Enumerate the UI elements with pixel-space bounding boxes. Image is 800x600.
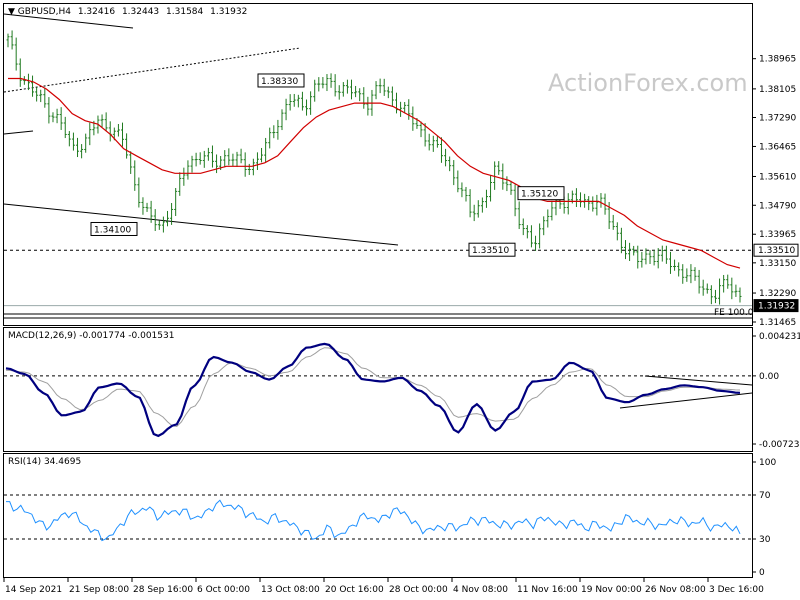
current-price-box: [753, 299, 799, 313]
annotation-text: 1.33510: [472, 246, 509, 256]
annotation-box: [468, 242, 516, 257]
x-axis-label: 13 Oct 08:00: [261, 585, 320, 595]
x-axis-label: 6 Oct 00:00: [197, 585, 250, 595]
macd-axis-label: 0.004231: [759, 332, 800, 342]
price-axis-label: 1.37290: [759, 113, 796, 123]
trendline-short-left: [3, 130, 34, 135]
annotation-text: 1.38330: [261, 77, 298, 87]
trendline-dotted-channel: [3, 47, 301, 93]
x-axis-label: 20 Oct 16:00: [325, 585, 384, 595]
price-axis-label: 1.36465: [759, 142, 796, 152]
price-axis-label: 1.31465: [759, 318, 796, 328]
rsi-panel-frame: [3, 453, 753, 578]
annotation-box: [90, 221, 138, 236]
x-axis-label: 21 Sep 08:00: [69, 585, 129, 595]
x-axis-label: 28 Sep 16:00: [133, 585, 193, 595]
dropdown-triangle-icon: ▼: [8, 7, 18, 17]
price-axis-label: 1.32290: [759, 289, 796, 299]
level-label-box: [753, 243, 799, 257]
rsi-axis-label: 100: [759, 458, 776, 468]
price-annotation-1.38330: 1.38330: [257, 73, 305, 88]
x-axis-label: 11 Nov 16:00: [517, 585, 578, 595]
current-price-label: 1.31932: [758, 302, 795, 312]
rsi-header: RSI(14) 34.4695: [8, 457, 81, 467]
macd-panel-frame: [3, 327, 753, 452]
watermark: ActionForex.com: [548, 69, 748, 97]
price-annotation-1.34100: 1.34100: [90, 221, 138, 236]
macd-layer: [4, 342, 753, 438]
price-annotation-1.35120: 1.35120: [517, 186, 565, 201]
macd-axis-label: 0.00: [759, 372, 779, 382]
x-axis-label: 19 Nov 00:00: [581, 585, 642, 595]
x-axis-label: 3 Dec 16:00: [709, 585, 764, 595]
fe-label: FE 100.0: [714, 308, 754, 318]
moving-average-line: [8, 77, 741, 269]
price-axis-label: 1.35610: [759, 172, 796, 182]
price-axis-label: 1.38105: [759, 85, 796, 95]
rsi-axis-label: 0: [759, 568, 765, 578]
rsi-layer: [4, 494, 752, 542]
level-label: 1.33510: [758, 246, 795, 256]
x-axis-label: 14 Sep 2021: [5, 585, 62, 595]
macd-triangle-upper: [644, 375, 753, 386]
rsi-line: [6, 499, 741, 542]
macd-triangle-lower: [619, 392, 753, 409]
annotation-text: 1.34100: [94, 225, 131, 235]
price-annotation-1.33510: 1.33510: [468, 242, 516, 257]
x-axis-label: 4 Nov 08:00: [453, 585, 508, 595]
rsi-axis-label: 30: [759, 535, 771, 545]
trendline-top-left: [3, 13, 134, 29]
price-layer: 1.38330 1.34100 1.33510 1.35120: [3, 13, 752, 319]
x-axis-label: 26 Nov 08:00: [645, 585, 706, 595]
x-axis-label: 28 Oct 00:00: [389, 585, 448, 595]
price-axis-label: 1.34790: [759, 201, 796, 211]
price-axis-label: 1.33150: [759, 259, 796, 269]
trendline-lower-channel: [3, 203, 399, 246]
macd-line: [5, 342, 741, 438]
price-header-symbol: ▼ GBPUSD,H4 1.32416 1.32443 1.31584 1.31…: [8, 7, 247, 17]
annotation-text: 1.35120: [521, 190, 558, 200]
annotation-box: [517, 186, 565, 201]
macd-header: MACD(12,26,9) -0.001774 -0.001531: [8, 331, 174, 341]
rsi-axis-label: 70: [759, 491, 771, 501]
macd-signal-line: [5, 347, 741, 428]
price-panel-frame: [3, 3, 753, 326]
price-axis-label: 1.38965: [759, 55, 796, 65]
axis-layer: 1.38965 1.38105 1.37290 1.36465 1.35610 1.347…: [3, 55, 800, 595]
annotation-box: [257, 73, 305, 88]
macd-axis-label: -0.00723: [759, 440, 799, 450]
price-axis-label: 1.33965: [759, 230, 796, 240]
